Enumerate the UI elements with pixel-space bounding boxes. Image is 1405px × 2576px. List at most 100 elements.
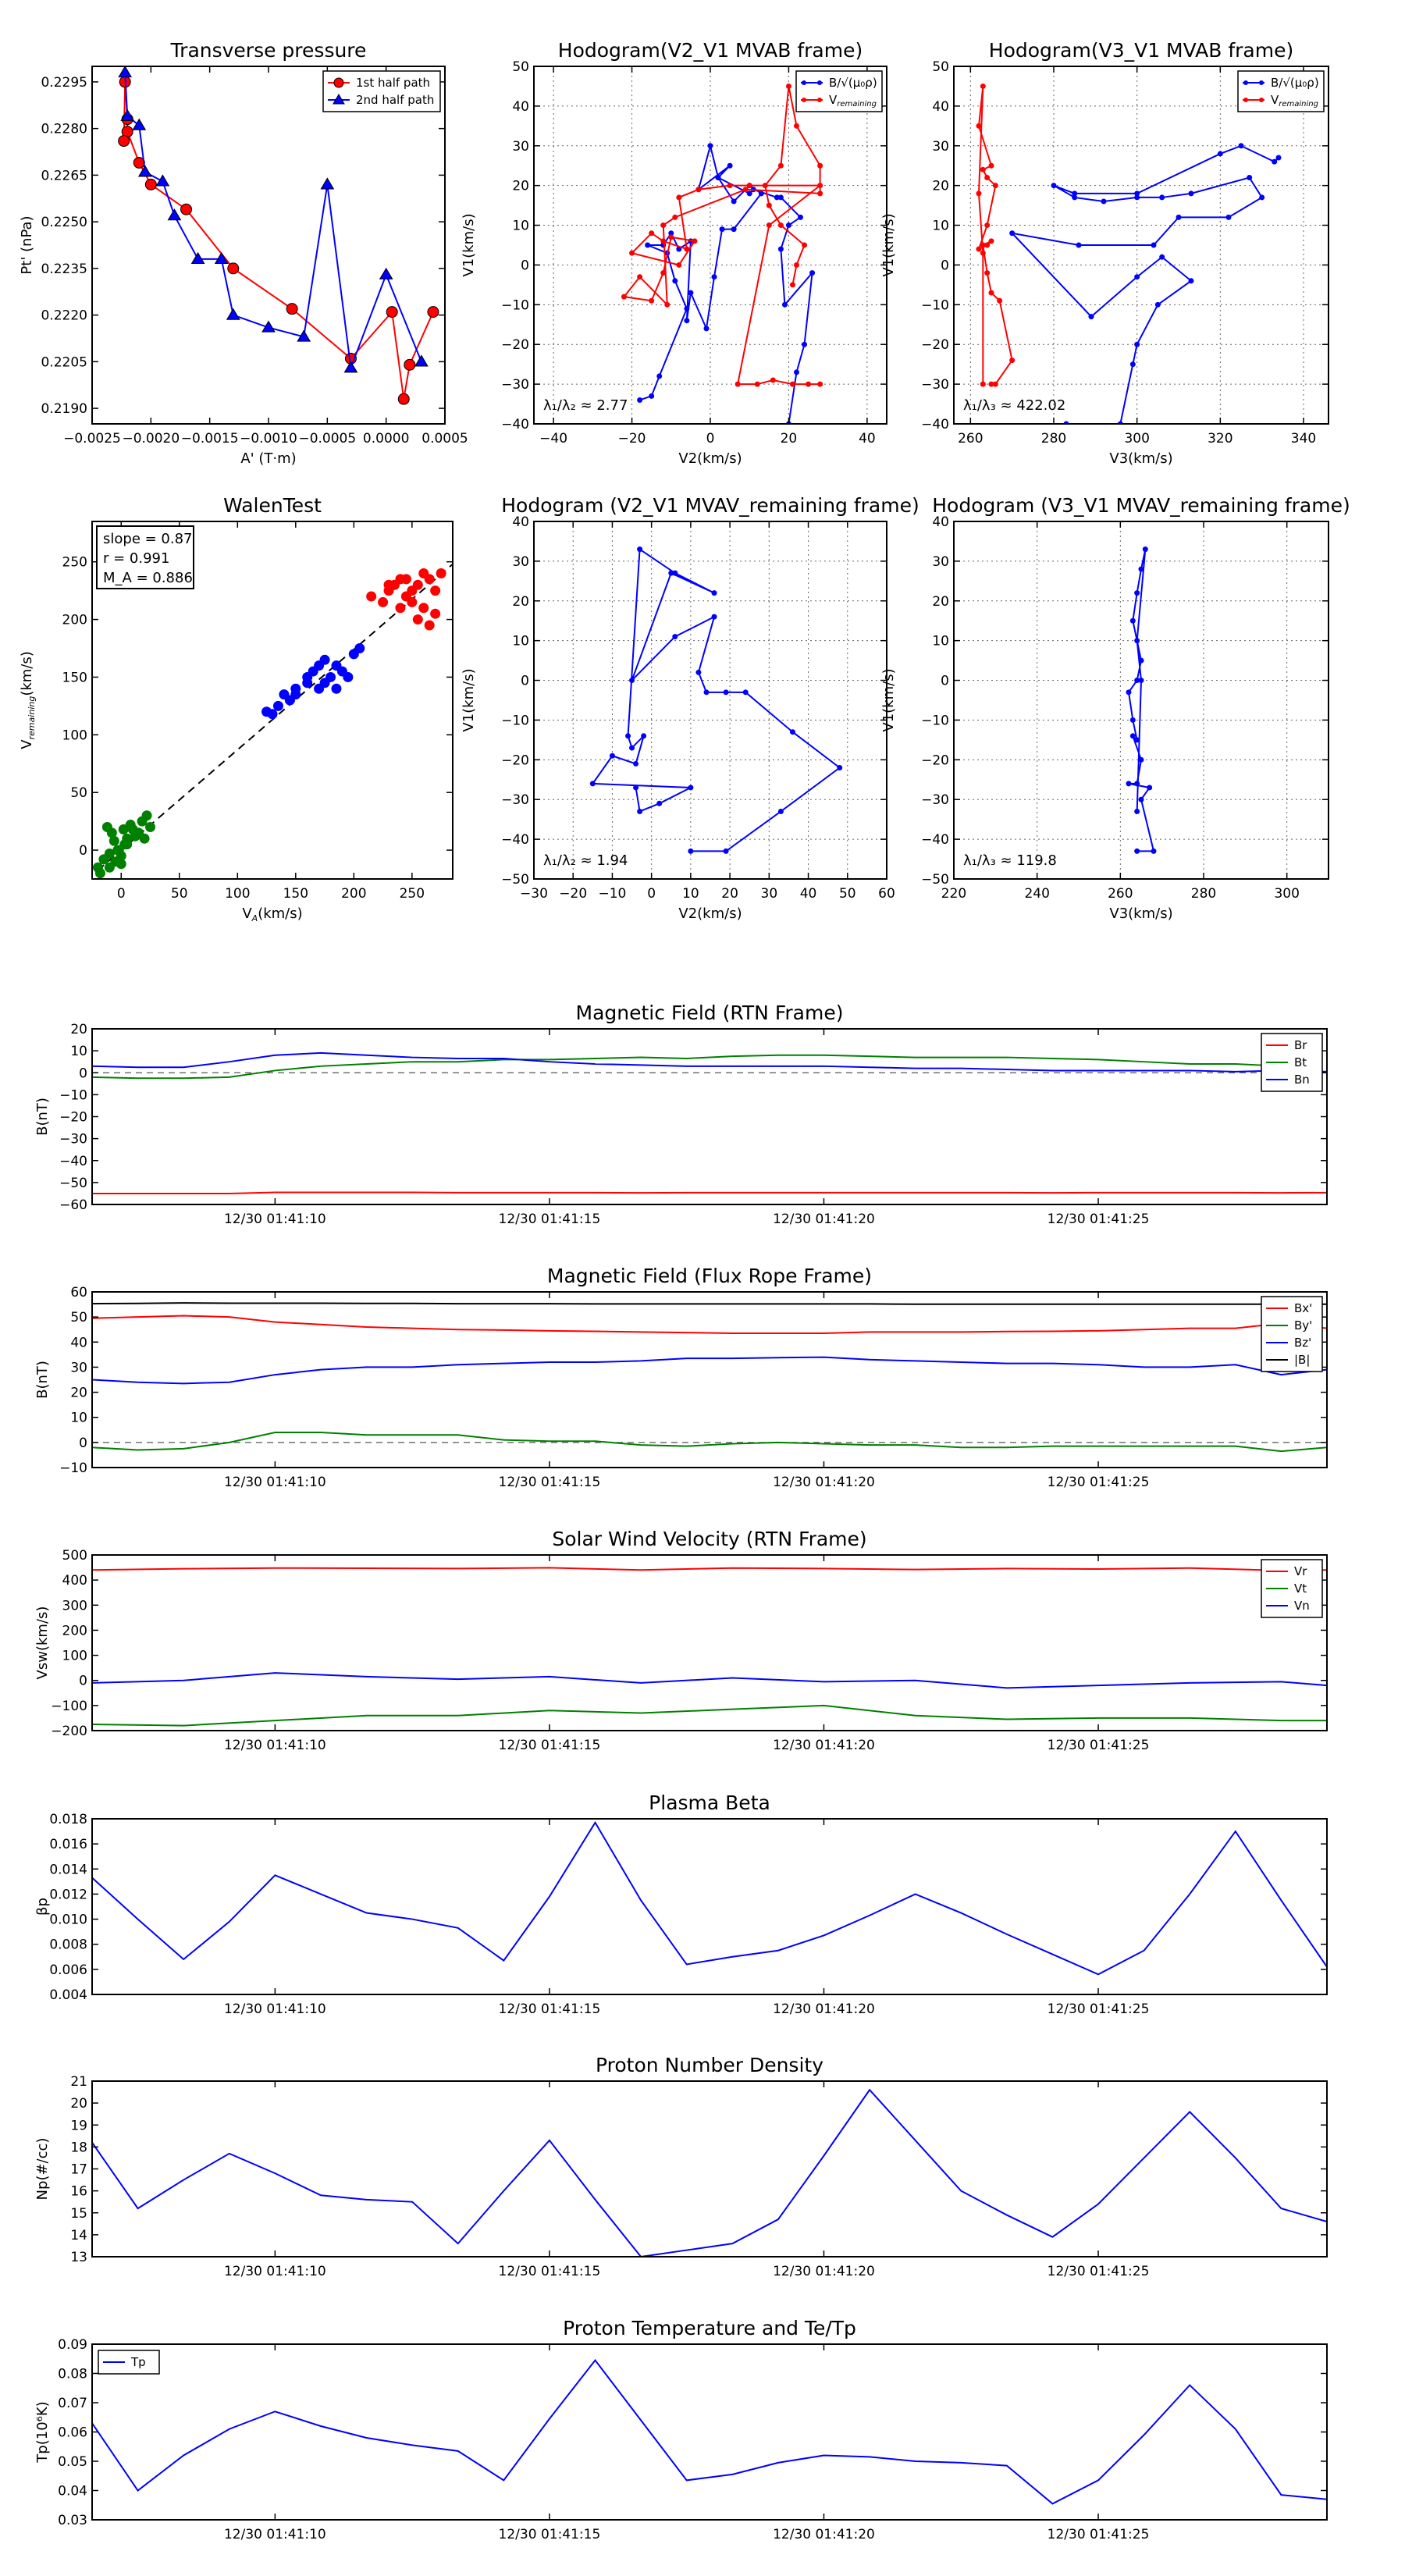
- y-tick-label: −30: [501, 792, 529, 808]
- chart-solar_wind_velocity: Solar Wind Velocity (RTN Frame) 12/30 01:…: [34, 1528, 1328, 1753]
- y-tick-label: 30: [932, 554, 949, 570]
- plot-area: [1126, 546, 1157, 854]
- data-point: [325, 671, 336, 682]
- ratio-annotation: λ₁/λ₃ ≈ 422.02: [963, 397, 1065, 414]
- data-point: [660, 238, 667, 244]
- data-point: [118, 66, 133, 78]
- data-point: [118, 135, 130, 148]
- x-axis-label-main: V: [242, 906, 252, 922]
- x-tick-label: 280: [1191, 886, 1216, 902]
- y-tick-label: 20: [70, 1386, 87, 1401]
- y-tick-label: 0: [79, 843, 87, 859]
- data-point: [992, 183, 998, 189]
- data-point: [1134, 590, 1140, 596]
- legend-box: [795, 70, 883, 112]
- data-point: [684, 305, 690, 311]
- data-point: [1129, 717, 1136, 723]
- data-point: [1138, 756, 1144, 763]
- axes-frame: [91, 521, 454, 880]
- y-tick-label: −50: [59, 1176, 87, 1191]
- x-tick-label: 280: [1041, 431, 1066, 447]
- y-tick-label: −20: [501, 337, 529, 353]
- y-tick-label: −30: [921, 792, 949, 808]
- x-tick-label: 12/30 01:41:20: [773, 1738, 875, 1753]
- ratio-annotation: λ₁/λ₃ ≈ 119.8: [963, 852, 1057, 869]
- data-point: [660, 222, 667, 229]
- y-tick-label: −30: [921, 377, 949, 393]
- data-point: [637, 274, 643, 280]
- data-point: [649, 393, 655, 399]
- data-point: [695, 669, 702, 675]
- data-point: [383, 579, 394, 590]
- y-tick-label: −40: [501, 417, 529, 432]
- y-tick-label: 50: [512, 59, 529, 75]
- legend-label: Bz': [1294, 1336, 1311, 1350]
- data-point: [430, 585, 441, 596]
- data-point: [1247, 174, 1253, 180]
- chart-title: Hodogram (V3_V1 MVAV_remaining frame): [932, 494, 1350, 517]
- data-point: [817, 381, 823, 387]
- x-tick-label: 200: [341, 886, 366, 902]
- data-point: [684, 246, 690, 252]
- series-line-Bt: [92, 1054, 1327, 1080]
- data-point: [711, 614, 717, 620]
- y-axis-label: Vsw(km/s): [34, 1606, 51, 1680]
- data-point: [672, 214, 678, 220]
- legend: Vr Vt Vn: [1261, 1559, 1323, 1618]
- plot-area: [92, 1051, 1327, 1194]
- y-axis-label-main: V: [19, 739, 35, 749]
- data-point: [789, 282, 795, 288]
- data-point: [766, 202, 772, 208]
- data-point: [343, 361, 358, 373]
- data-point: [976, 190, 982, 197]
- data-point: [621, 294, 628, 300]
- legend-marker: [333, 77, 344, 88]
- data-point: [141, 810, 152, 821]
- y-tick-label: 0.2220: [41, 308, 87, 324]
- y-tick-label: 0.2205: [41, 354, 87, 370]
- y-tick-label: −40: [501, 832, 529, 848]
- data-point: [684, 318, 690, 324]
- y-tick-label: −10: [921, 297, 949, 313]
- data-point: [645, 242, 651, 248]
- y-tick-label: 0: [521, 674, 529, 689]
- data-point: [980, 242, 986, 248]
- y-tick-label: 17: [70, 2162, 87, 2178]
- legend-marker: [802, 98, 806, 102]
- data-point: [118, 824, 129, 834]
- series-line-Bz': [92, 1356, 1327, 1385]
- legend-label: By': [1294, 1318, 1312, 1332]
- data-point: [793, 369, 799, 375]
- legend-marker: [1259, 80, 1264, 85]
- y-tick-label: 30: [932, 139, 949, 155]
- x-tick-label: 12/30 01:41:15: [499, 2001, 601, 2017]
- data-point: [122, 839, 133, 850]
- data-point: [378, 596, 389, 607]
- data-point: [1176, 214, 1182, 220]
- data-point: [984, 174, 991, 180]
- stats-box: [96, 525, 194, 589]
- plot-area: [92, 568, 446, 879]
- data-point: [984, 222, 991, 229]
- data-point: [167, 208, 182, 221]
- data-point: [746, 183, 752, 189]
- data-point: [1134, 808, 1140, 814]
- y-tick-label: 0: [79, 1674, 87, 1689]
- series-line-Bn: [92, 1051, 1327, 1073]
- x-axis-label: VA(km/s): [242, 906, 302, 923]
- legend-marker: [1243, 80, 1248, 85]
- data-point: [992, 381, 998, 387]
- y-tick-label: 18: [70, 2140, 87, 2155]
- y-tick-label: −60: [59, 1197, 87, 1213]
- x-tick-label: 12/30 01:41:10: [224, 2527, 326, 2542]
- data-point: [120, 109, 135, 121]
- legend-box: [1237, 70, 1325, 112]
- x-tick-label: −30: [520, 886, 548, 902]
- x-tick-label: −0.0015: [181, 431, 239, 447]
- x-tick-label: 40: [800, 886, 817, 902]
- data-point: [817, 183, 823, 189]
- x-tick-label: 12/30 01:41:10: [224, 2264, 326, 2279]
- y-tick-label: 0.07: [58, 2396, 87, 2411]
- data-point: [1009, 230, 1016, 237]
- data-point: [1129, 617, 1136, 624]
